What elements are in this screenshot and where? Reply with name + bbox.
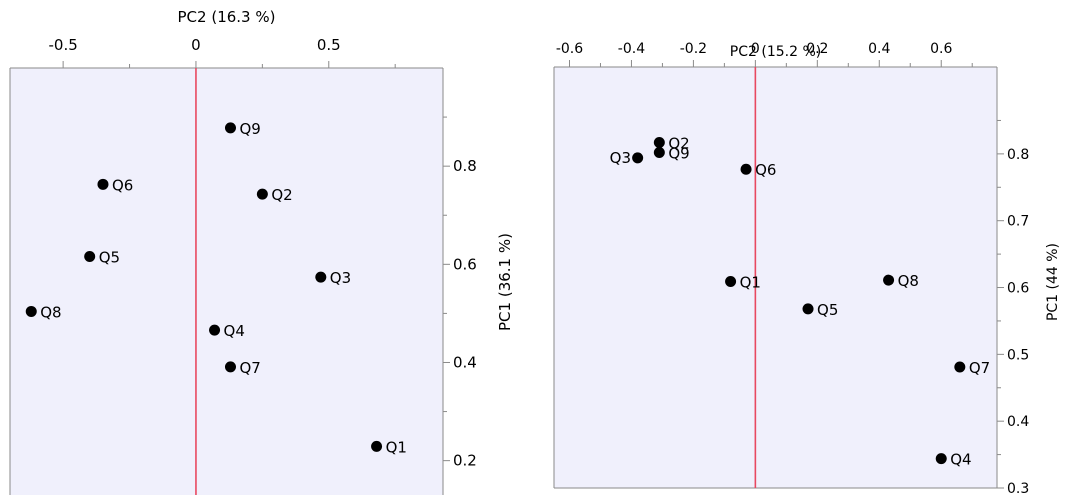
data-point-q7 <box>954 361 966 373</box>
data-point-q5 <box>802 303 814 315</box>
data-point-q5 <box>84 250 96 262</box>
data-point-q4 <box>209 324 221 336</box>
point-label: Q4 <box>950 451 971 469</box>
data-point-q2 <box>653 137 665 149</box>
data-point-q6 <box>97 178 109 190</box>
x-tick-label: -0.5 <box>48 36 77 54</box>
y-tick-label: 0.2 <box>453 452 477 470</box>
data-point-q9 <box>224 122 236 134</box>
point-label: Q2 <box>668 135 689 153</box>
scatter-panel-2: -0.6 -0.4 -0.2 0 0.2 0.4 0.6 0.3 0.4 0.5 0.6 0.7 0.8… <box>553 41 1061 497</box>
y-tick-label: 0.6 <box>1007 281 1029 297</box>
point-label: Q4 <box>224 322 245 340</box>
y-tick-label: 0.3 <box>1007 481 1029 495</box>
data-point-q1 <box>725 276 737 288</box>
x-tick-label: 0 <box>191 36 201 54</box>
point-label: Q7 <box>969 359 990 377</box>
y-tick-label: 0.4 <box>453 353 477 371</box>
point-label: Q1 <box>740 274 761 292</box>
y-axis-title: PC1 (36.1 %) <box>496 233 514 331</box>
point-label: Q5 <box>817 301 838 319</box>
point-label: Q5 <box>99 248 120 266</box>
point-label: Q9 <box>668 145 689 163</box>
point-label: Q6 <box>112 176 133 194</box>
x-tick-label: 0.4 <box>868 41 890 57</box>
data-point-q8 <box>883 274 895 286</box>
point-label: Q6 <box>755 161 776 179</box>
data-point-q3 <box>632 152 644 164</box>
plot-area <box>554 67 997 488</box>
scatter-panel-1: -0.5 0 0.5 0.2 0.4 0.6 0.8 PC2 (16.3 %) PC1 (36.… <box>9 8 514 495</box>
point-label: Q3 <box>330 269 351 287</box>
x-tick-label: 0.2 <box>806 41 828 57</box>
plot-area <box>10 68 443 495</box>
x-tick-label: 0 <box>751 41 760 57</box>
y-tick-label: 0.8 <box>453 157 477 175</box>
y-tick-label: 0.4 <box>1007 414 1029 430</box>
y-axis-title: PC1 (44 %) <box>1045 243 1061 321</box>
data-point-q4 <box>935 453 947 465</box>
point-label: Q1 <box>386 438 407 456</box>
data-point-q1 <box>371 440 383 452</box>
point-label: Q3 <box>610 149 631 167</box>
x-tick-label: 0.6 <box>930 41 952 57</box>
x-axis-title: PC2 (15.2 %) <box>730 44 821 60</box>
data-point-q2 <box>256 188 268 200</box>
y-tick-label: 0.8 <box>1007 147 1029 163</box>
x-tick-label: -0.4 <box>618 41 645 57</box>
point-label: Q8 <box>40 303 61 321</box>
data-point-q8 <box>25 305 37 317</box>
x-tick-label: -0.2 <box>680 41 707 57</box>
y-tick-label: 0.6 <box>453 255 477 273</box>
data-point-q6 <box>740 163 752 175</box>
x-axis-title: PC2 (16.3 %) <box>178 8 276 26</box>
point-label: Q2 <box>271 186 292 204</box>
data-point-q3 <box>315 271 327 283</box>
point-label: Q8 <box>898 272 919 290</box>
point-label: Q7 <box>239 359 260 377</box>
y-tick-label: 0.7 <box>1007 214 1029 230</box>
y-tick-label: 0.5 <box>1007 347 1029 363</box>
x-tick-label: -0.6 <box>556 41 583 57</box>
data-point-q7 <box>224 361 236 373</box>
data-point-q9 <box>653 147 665 159</box>
point-label: Q9 <box>239 120 260 138</box>
x-tick-label: 0.5 <box>317 36 341 54</box>
